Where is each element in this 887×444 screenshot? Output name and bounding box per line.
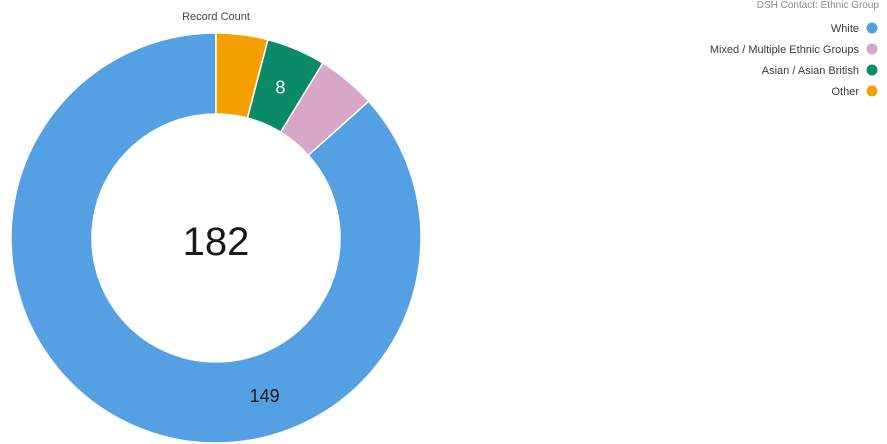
legend-item[interactable]: Asian / Asian British [762,64,878,78]
legend-label: Mixed / Multiple Ethnic Groups [710,44,860,56]
slice-data-label: 149 [250,386,280,406]
legend: White Mixed / Multiple Ethnic Groups Asian… [710,22,878,99]
legend-label: Asian / Asian British [762,65,859,77]
legend-label: White [831,23,859,35]
legend-swatch [866,64,878,76]
legend-swatch [866,22,878,34]
slice-white[interactable] [10,32,422,444]
chart-title: Record Count [182,11,250,23]
legend-item[interactable]: Mixed / Multiple Ethnic Groups [710,43,878,57]
legend-swatch [866,85,878,97]
slice-other[interactable] [215,32,269,119]
legend-item[interactable]: White [831,22,878,36]
legend-title: DSH Contact: Ethnic Group [757,0,880,11]
center-total-value: 182 [183,220,250,264]
slices-layer [10,32,422,444]
slice-data-label: 8 [275,78,285,98]
slice-labels-layer: 149 8 [250,78,286,407]
legend-label: Other [831,86,859,98]
legend-swatch [866,43,878,55]
legend-item[interactable]: Other [831,85,878,99]
